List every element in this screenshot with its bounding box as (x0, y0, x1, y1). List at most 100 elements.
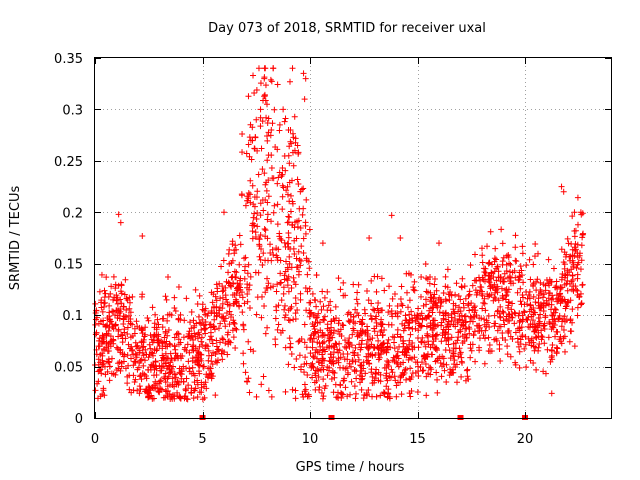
data-point (298, 186, 305, 193)
data-point (301, 321, 308, 328)
data-point (285, 361, 292, 368)
data-point (579, 281, 586, 288)
data-point (280, 290, 287, 297)
data-point (535, 315, 542, 322)
data-point (306, 336, 313, 343)
data-point (335, 320, 342, 327)
data-point (132, 358, 139, 365)
data-point (351, 383, 358, 390)
data-point (137, 386, 144, 393)
data-point (295, 248, 302, 255)
data-point (195, 368, 202, 375)
data-point (202, 311, 209, 318)
data-point (488, 291, 495, 298)
data-point (301, 388, 308, 395)
data-point (255, 171, 262, 178)
data-point (488, 269, 495, 276)
data-point (398, 372, 405, 379)
data-point (404, 289, 411, 296)
data-point (250, 72, 257, 79)
data-point (526, 308, 533, 315)
data-point (247, 191, 254, 198)
data-point (127, 345, 134, 352)
data-point (345, 318, 352, 325)
data-point (291, 278, 298, 285)
data-point (275, 321, 282, 328)
data-point (484, 243, 491, 250)
data-point (530, 305, 537, 312)
data-point (525, 314, 532, 321)
y-tick-label: 0.1 (62, 309, 83, 324)
data-point (281, 272, 288, 279)
data-point (139, 370, 146, 377)
data-point (211, 326, 218, 333)
data-point (354, 289, 361, 296)
data-point (524, 295, 531, 302)
data-point (171, 393, 178, 400)
data-point (558, 276, 565, 283)
data-point (113, 367, 120, 374)
data-point (313, 377, 320, 384)
data-point (133, 343, 140, 350)
data-point (282, 388, 289, 395)
data-point (301, 96, 308, 103)
data-point (368, 369, 375, 376)
data-point (448, 317, 455, 324)
data-point (162, 379, 169, 386)
data-point (549, 341, 556, 348)
data-point (307, 299, 314, 306)
data-point (514, 325, 521, 332)
data-point (364, 323, 371, 330)
data-point (281, 153, 288, 160)
data-point (222, 315, 229, 322)
data-point (249, 182, 256, 189)
data-point (107, 316, 114, 323)
data-point (397, 379, 404, 386)
data-point (562, 348, 568, 355)
data-point (507, 353, 514, 360)
data-point (555, 297, 562, 304)
data-point (425, 312, 432, 319)
data-point (194, 331, 201, 338)
data-point (409, 325, 416, 332)
data-point (109, 308, 116, 315)
data-point (151, 332, 158, 339)
data-point (535, 295, 542, 302)
data-point (302, 354, 309, 361)
data-point (396, 343, 403, 350)
data-point (224, 351, 231, 358)
data-point (121, 291, 128, 298)
data-point (340, 292, 347, 299)
data-point (514, 335, 521, 342)
data-point (240, 326, 247, 333)
data-point (409, 339, 416, 346)
data-point (112, 285, 119, 292)
data-point (162, 293, 169, 300)
data-point (412, 369, 419, 376)
data-point (512, 310, 519, 317)
data-point (309, 321, 316, 328)
y-tick-label: 0.05 (54, 361, 83, 376)
data-point (124, 380, 131, 387)
data-point (281, 306, 288, 313)
data-point (442, 283, 449, 290)
data-point (302, 75, 309, 82)
data-point (564, 271, 571, 278)
data-point (445, 291, 452, 298)
data-point (305, 258, 312, 265)
data-point (399, 302, 406, 309)
data-point (338, 394, 345, 401)
data-point (401, 367, 408, 374)
data-point (510, 280, 517, 287)
data-point (263, 187, 270, 194)
data-point (557, 284, 564, 291)
data-point (265, 193, 272, 200)
data-point (265, 177, 272, 184)
data-point (563, 251, 570, 258)
data-point (446, 372, 453, 379)
data-point (369, 380, 376, 387)
data-point (160, 356, 167, 363)
data-point (467, 341, 474, 348)
data-point (124, 324, 131, 331)
data-point (194, 393, 201, 400)
